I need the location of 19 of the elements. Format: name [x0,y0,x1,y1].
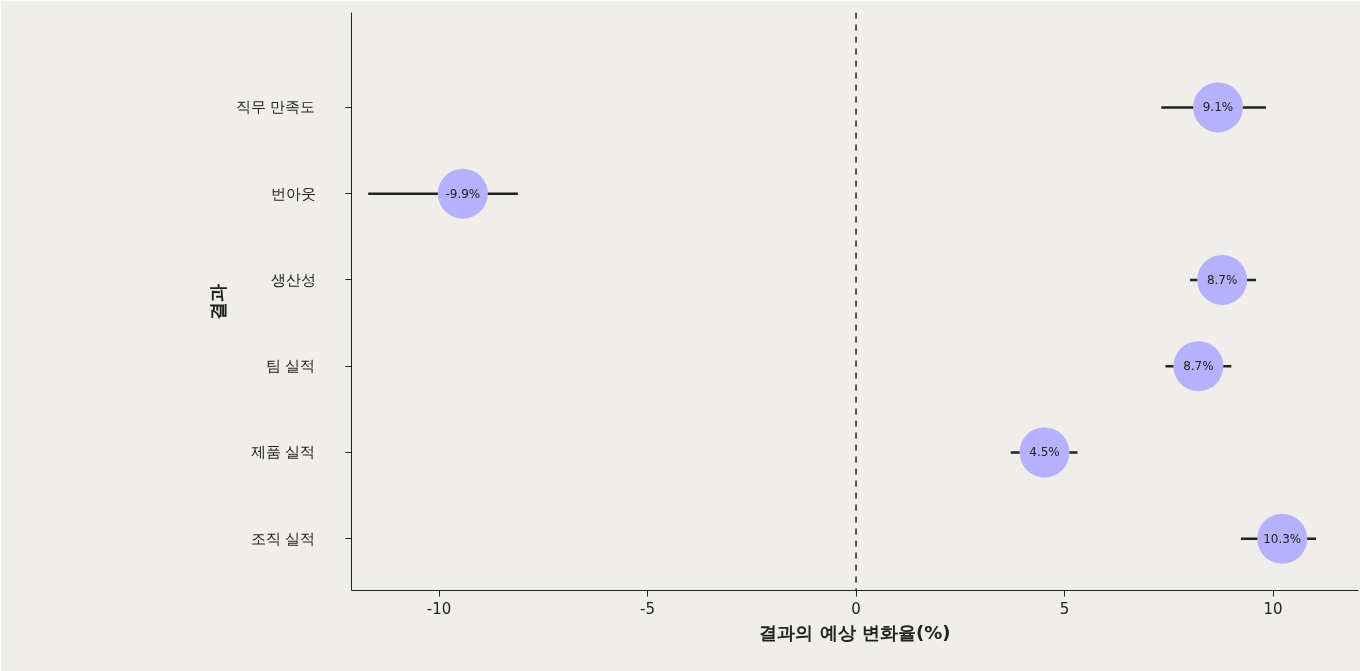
annotation: -9.9% [445,186,481,201]
y-axis-title: 결과 [206,283,228,320]
y-tick-label: 제품 실적 [250,443,316,462]
x-tick-label: 10 [1263,599,1283,618]
annotation: 10.3% [1263,531,1302,546]
x-axis-title: 결과의 예상 변화율(%) [759,621,951,643]
x-tick-label: -5 [640,599,656,618]
y-tick-label: 팀 실적 [265,357,316,376]
annotation: 8.7% [1183,359,1214,374]
x-tick-label: -10 [426,599,452,618]
y-tick-label: 직무 만족도 [235,98,316,117]
y-tick-label: 번아웃 [270,184,316,203]
x-tick-label: 5 [1059,599,1070,618]
x-tick-label: 0 [851,599,861,618]
y-tick-label: 생산성 [270,270,316,289]
annotation: 4.5% [1029,445,1060,460]
y-tick-label: 조직 실적 [250,529,316,548]
annotation: 8.7% [1206,272,1238,287]
annotation: 9.1% [1202,100,1234,115]
